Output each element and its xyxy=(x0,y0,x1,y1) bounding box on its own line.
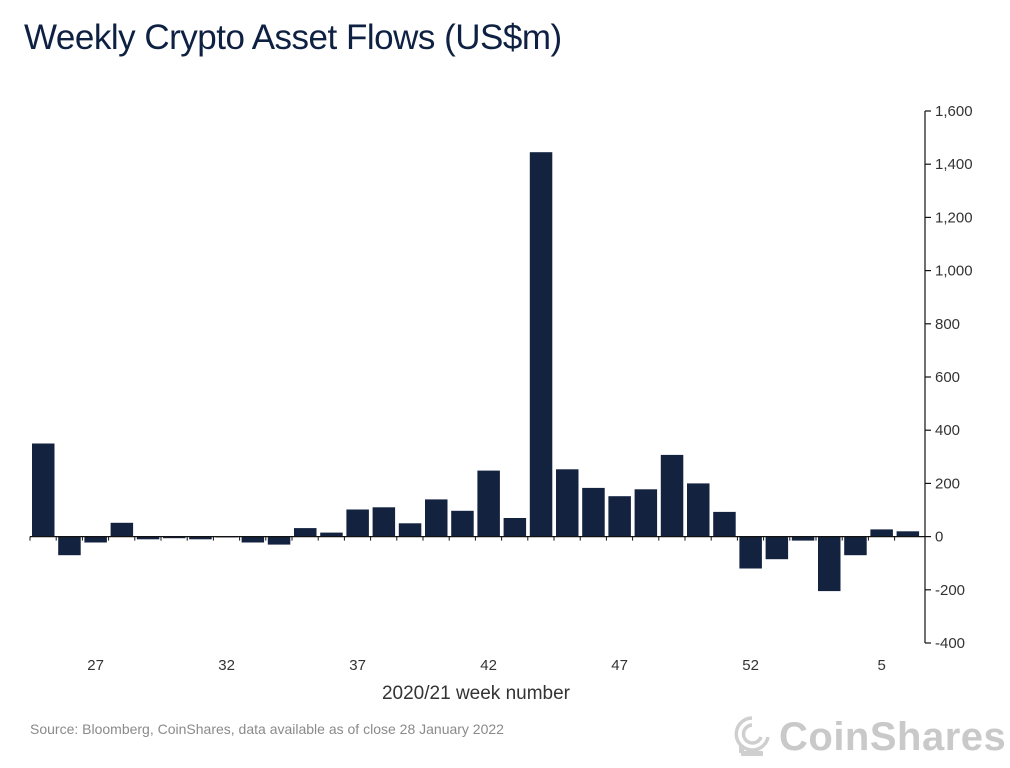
bar-week-45 xyxy=(556,469,579,537)
x-tick-label: 37 xyxy=(349,657,366,674)
bar-week-5 xyxy=(870,529,893,537)
x-tick-label: 27 xyxy=(87,657,104,674)
x-tick-label: 47 xyxy=(611,657,628,674)
bar-week-47 xyxy=(608,496,631,537)
bar-week-29 xyxy=(136,536,160,540)
axes-group: -400 -200 0 200 400 600 800 1,000 1,200 1,400 1,60… xyxy=(29,103,973,674)
source-note: Source: Bloomberg, CoinShares, data avai… xyxy=(30,721,504,737)
bar-week-26 xyxy=(58,536,81,556)
bar-week-2 xyxy=(791,536,815,541)
bar-week-1 xyxy=(765,536,789,560)
bar-week-44 xyxy=(529,152,553,537)
bar-week-38 xyxy=(372,507,396,537)
y-tick-label: -400 xyxy=(935,635,965,652)
x-tick-label: 5 xyxy=(877,657,885,674)
bar-week-40 xyxy=(425,499,448,537)
bar-week-31 xyxy=(189,536,212,540)
bar-week-46 xyxy=(582,487,605,537)
x-tick-label: 32 xyxy=(218,657,235,674)
bar-week-25 xyxy=(32,443,55,537)
y-tick-label: 1,600 xyxy=(935,103,973,120)
chart-title: Weekly Crypto Asset Flows (US$m) xyxy=(24,18,562,57)
bar-week-51 xyxy=(713,511,736,537)
y-tick-label: 0 xyxy=(935,529,943,546)
bar-week-28 xyxy=(110,522,134,537)
bar-week-3 xyxy=(818,536,841,592)
y-tick-label: 400 xyxy=(935,422,960,439)
y-tick-label: 200 xyxy=(935,475,960,492)
bar-week-42 xyxy=(477,470,500,537)
x-axis-title: 2020/21 week number xyxy=(382,683,571,704)
bar-week-36 xyxy=(320,532,343,537)
x-tick-label: 52 xyxy=(742,657,759,674)
coinshares-logo-icon xyxy=(734,716,770,756)
bar-week-52 xyxy=(739,536,762,569)
bar-week-49 xyxy=(660,454,684,537)
y-tick-label: 1,400 xyxy=(935,156,973,173)
bar-week-43 xyxy=(503,518,527,537)
coinshares-logo: CoinShares xyxy=(733,712,1006,762)
y-tick-label: 800 xyxy=(935,316,960,333)
bar-group xyxy=(32,152,920,592)
bar-week-34 xyxy=(267,536,291,545)
bar-week-6 xyxy=(896,531,920,537)
bar-week-4 xyxy=(844,536,867,556)
bar-week-39 xyxy=(398,523,422,537)
y-tick-label: 1,000 xyxy=(935,263,973,280)
y-tick-label: 600 xyxy=(935,369,960,386)
coinshares-logo-text: CoinShares xyxy=(779,714,1007,759)
bar-week-48 xyxy=(634,489,658,537)
bar-week-37 xyxy=(346,509,369,537)
bar-week-27 xyxy=(84,536,107,543)
y-tick-label: -200 xyxy=(935,582,965,599)
y-tick-label: 1,200 xyxy=(935,209,973,226)
bar-week-50 xyxy=(687,483,710,537)
bar-week-41 xyxy=(451,510,474,537)
bar-week-30 xyxy=(163,536,186,539)
bar-week-33 xyxy=(241,536,265,543)
x-tick-label: 42 xyxy=(480,657,497,674)
bar-week-35 xyxy=(294,528,317,537)
